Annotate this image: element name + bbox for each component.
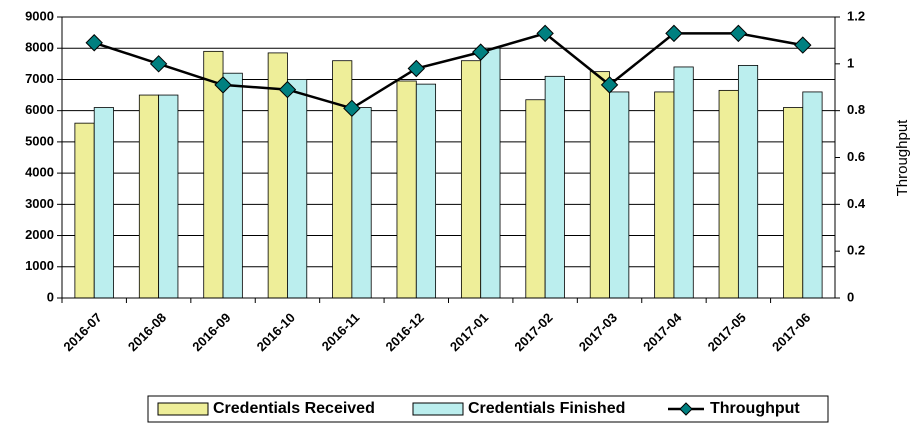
y2-axis-label: Throughput (894, 119, 911, 197)
x-tick-label: 2017-06 (769, 310, 813, 354)
y-tick-label: 7000 (25, 71, 54, 86)
y2-tick-label: 0.2 (847, 243, 865, 258)
y-tick-label: 3000 (25, 196, 54, 211)
bar (783, 107, 804, 299)
bar (544, 75, 565, 299)
y2-tick-label: 0.4 (847, 196, 866, 211)
marker (794, 36, 812, 54)
marker (278, 80, 297, 99)
marker (214, 76, 232, 94)
legend-label: Throughput (710, 400, 800, 417)
marker (149, 55, 168, 73)
y-tick-label: 6000 (25, 102, 54, 117)
marker (600, 76, 619, 94)
y-tick-label: 4000 (25, 165, 54, 180)
y-tick-label: 8000 (25, 40, 54, 55)
x-tick-label: 2016-08 (125, 310, 169, 354)
bar (158, 94, 179, 299)
y-tick-label: 0 (47, 289, 54, 304)
bar (718, 89, 739, 299)
y-tick-label: 2000 (25, 227, 54, 242)
legend-frame (147, 395, 829, 423)
x-tick-label: 2017-03 (576, 310, 620, 354)
bar (609, 91, 630, 299)
marker (665, 24, 683, 43)
y2-tick-label: 1 (847, 55, 854, 70)
plot-frame (61, 16, 836, 299)
legend-marker (679, 402, 693, 416)
x-tick-label: 2016-10 (254, 310, 298, 354)
marker (343, 99, 361, 118)
bar (589, 71, 610, 299)
y2-tick-label: 0 (847, 289, 854, 304)
x-tick-label: 2017-04 (640, 309, 685, 354)
legend-swatch (157, 402, 209, 416)
bar (460, 60, 482, 299)
x-tick-label: 2016-09 (189, 310, 233, 354)
x-tick-label: 2017-02 (511, 310, 555, 354)
bar (654, 91, 675, 299)
marker (472, 43, 490, 61)
bar (737, 64, 759, 299)
x-tick-label: 2016-07 (60, 310, 104, 354)
legend: Credentials Received Credentials Finished… (147, 395, 829, 423)
bar (480, 47, 501, 299)
marker (729, 24, 748, 43)
bar (74, 122, 95, 299)
bar (415, 83, 437, 299)
bar (802, 91, 823, 299)
bar (351, 107, 372, 299)
bar (93, 107, 114, 299)
bar (332, 60, 353, 299)
y2-tick-label: 0.8 (847, 102, 865, 117)
y-tick-label: 9000 (25, 8, 54, 23)
bar (396, 80, 417, 299)
x-tick-label: 2016-12 (382, 310, 426, 354)
x-tick-label: 2017-05 (705, 310, 749, 354)
line (93, 32, 804, 110)
bar (525, 99, 546, 299)
bar (138, 94, 160, 299)
marker (85, 34, 103, 52)
x-tick-label: 2017-01 (447, 310, 491, 354)
legend-swatch (412, 402, 464, 416)
legend-label: Credentials Finished (468, 400, 625, 417)
y-tick-label: 5000 (25, 133, 54, 148)
marker (536, 24, 554, 43)
legend-label: Credentials Received (213, 400, 375, 417)
y-tick-label: 1000 (25, 258, 54, 273)
x-tick-label: 2016-11 (319, 310, 363, 354)
y2-tick-label: 1.2 (847, 8, 865, 23)
bar (222, 72, 243, 299)
marker (407, 59, 425, 78)
bar (673, 66, 694, 299)
bar (287, 79, 308, 299)
y2-tick-label: 0.6 (847, 149, 865, 164)
